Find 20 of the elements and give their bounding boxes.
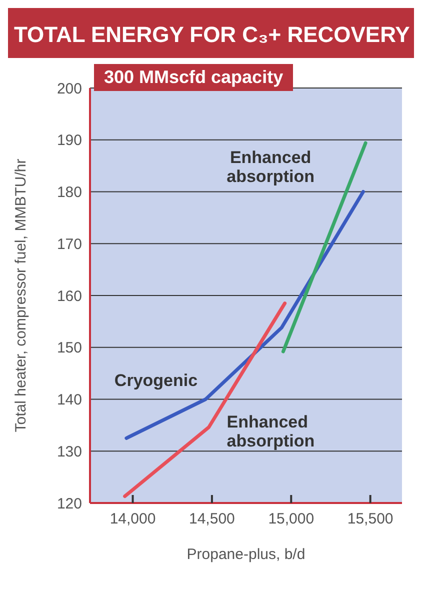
y-tick-label: 170 <box>56 236 82 253</box>
x-tick-label: 14,500 <box>189 510 235 528</box>
chart-title: TOTAL ENERGY FOR C₃+ RECOVERY <box>8 8 414 58</box>
series-label: Enhanced absorption <box>226 412 315 450</box>
y-tick-label: 180 <box>56 184 82 202</box>
y-tick-label: 160 <box>56 288 82 305</box>
y-tick-label: 140 <box>56 392 82 409</box>
series-label: Cryogenic <box>114 371 198 390</box>
y-tick-label: 150 <box>56 340 82 357</box>
y-tick-label: 130 <box>56 443 82 460</box>
x-tick-label: 15,000 <box>268 510 314 528</box>
y-axis-title: Total heater, compressor fuel, MMBTU/hr <box>12 158 30 432</box>
x-tick-label: 15,500 <box>347 510 394 528</box>
series-label: Enhanced absorption <box>226 148 314 186</box>
chart-subtitle: 300 MMscfd capacity <box>94 64 294 91</box>
y-tick-label: 190 <box>56 132 82 150</box>
x-tick-label: 14,000 <box>110 510 156 528</box>
x-axis-title: Propane-plus, b/d <box>186 546 306 563</box>
y-tick-label: 120 <box>56 495 82 512</box>
y-tick-label: 200 <box>56 80 82 98</box>
